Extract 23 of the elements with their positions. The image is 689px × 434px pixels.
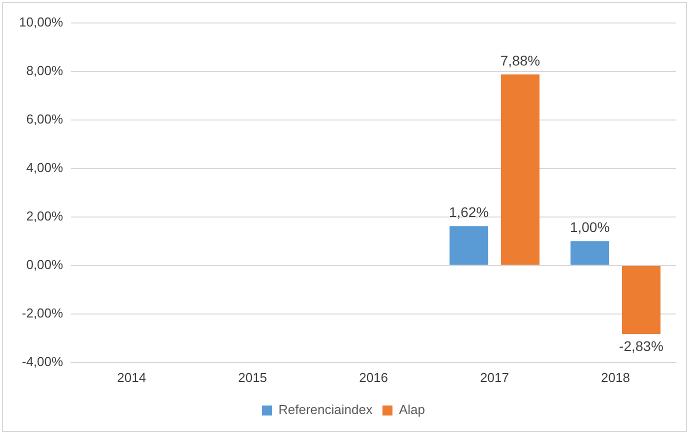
- y-tick-label: 0,00%: [26, 257, 64, 272]
- x-tick-label: 2015: [238, 370, 268, 385]
- data-label: 1,00%: [570, 219, 610, 236]
- legend-label: Alap: [398, 402, 425, 418]
- x-tick-label: 2017: [480, 370, 509, 385]
- data-label: -2,83%: [619, 338, 664, 354]
- y-tick-label: 6,00%: [26, 112, 64, 127]
- y-tick-label: 8,00%: [26, 63, 64, 78]
- bar: [450, 226, 488, 265]
- y-tick-label: 10,00%: [18, 14, 64, 30]
- y-tick-label: -2,00%: [22, 305, 64, 320]
- x-tick-label: 2016: [359, 370, 388, 385]
- x-tick-label: 2018: [601, 370, 630, 385]
- legend-label: Referenciaindex: [278, 402, 373, 418]
- data-label: 7,88%: [500, 52, 540, 68]
- y-tick-label: 2,00%: [26, 208, 64, 224]
- y-tick-label: 4,00%: [26, 160, 64, 176]
- bar: [622, 266, 660, 334]
- y-tick-label: -4,00%: [22, 354, 64, 369]
- bar: [500, 74, 540, 265]
- bar: [570, 241, 610, 265]
- x-tick-label: 2014: [117, 370, 146, 385]
- data-label: 1,62%: [448, 204, 489, 220]
